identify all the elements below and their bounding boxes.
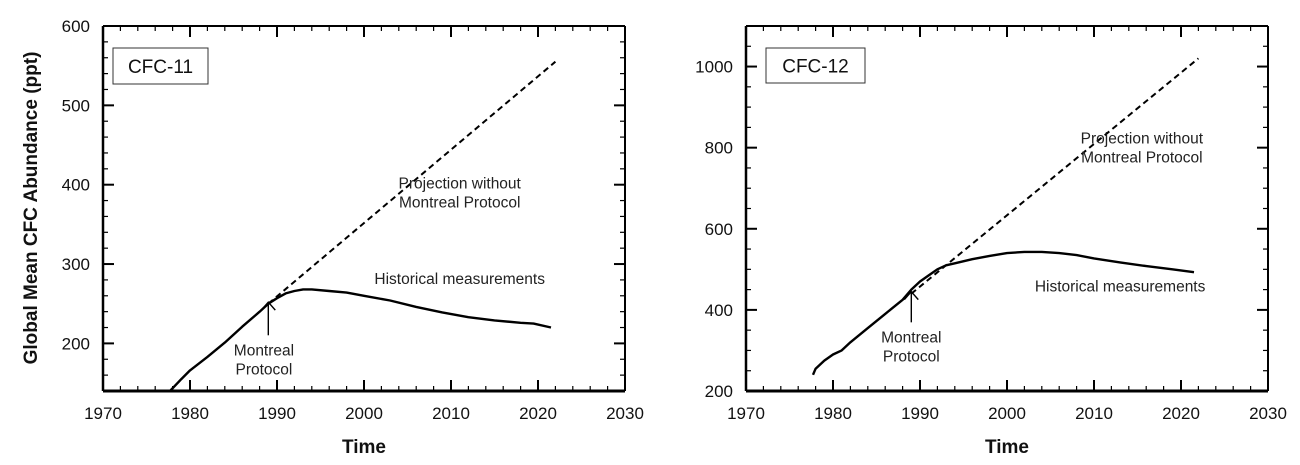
cfc-12-panel: 1970 1980 1990 2000 2010 2020 2030 200 400 600 800…	[695, 25, 1287, 458]
y-tick-label: 400	[62, 176, 90, 195]
annotation-label: Montreal Protocol	[234, 342, 294, 378]
annotation-line: Protocol	[236, 361, 293, 378]
annotation-line: Projection without	[1081, 131, 1204, 148]
historical-line	[169, 288, 552, 391]
x-tick-label: 1990	[901, 404, 939, 423]
annotation-line: Montreal	[881, 329, 941, 346]
annotation-line: Historical measurements	[1035, 279, 1206, 296]
historical-line	[811, 250, 1195, 376]
panel-label-box	[765, 47, 866, 84]
cfc-11-panel: 1970 1980 1990 2000 2010 2020 2030 200 300 400 500…	[62, 17, 644, 458]
annotation-label: Projection without Montreal Protocol	[1081, 131, 1204, 167]
x-axis-title: Time	[985, 437, 1029, 458]
y-tick-label: 500	[62, 96, 90, 115]
y-axis-title: Global Mean CFC Abundance (ppt)	[21, 52, 42, 365]
x-tick-label: 1970	[84, 404, 122, 423]
y-tick-label: 600	[705, 220, 733, 239]
projection-line	[267, 60, 557, 305]
annotation-line: Historical measurements	[374, 271, 545, 288]
projection-line	[910, 57, 1200, 295]
x-tick-label: 1980	[171, 404, 209, 423]
y-tick-label: 1000	[695, 58, 733, 77]
x-tick-label: 2000	[345, 404, 383, 423]
panel-label: CFC-11	[128, 57, 193, 78]
arrow-head-icon	[260, 301, 276, 311]
annotation-line: Montreal	[234, 342, 294, 359]
annotation-line: Montreal Protocol	[1081, 150, 1202, 167]
x-tick-label: 2010	[1075, 404, 1113, 423]
x-tick-label: 2030	[1249, 404, 1287, 423]
x-tick-label: 2010	[432, 404, 470, 423]
x-tick-label: 2000	[988, 404, 1026, 423]
annotation-label: Historical measurements	[1035, 279, 1206, 296]
x-tick-label: 2020	[519, 404, 557, 423]
annotation-line: Projection without	[399, 176, 522, 193]
y-tick-label: 800	[705, 139, 733, 158]
y-tick-label: 300	[62, 255, 90, 274]
panel-label-box	[112, 47, 209, 85]
arrow-head-icon	[903, 290, 919, 301]
y-tick-label: 400	[705, 301, 733, 320]
x-axis-title: Time	[342, 437, 386, 458]
y-tick-label: 200	[62, 334, 90, 353]
x-tick-label: 2030	[606, 404, 644, 423]
y-tick-label: 200	[705, 382, 733, 401]
annotation-label: Montreal Protocol	[881, 329, 941, 365]
annotation-line: Montreal Protocol	[399, 195, 520, 212]
annotation-label: Historical measurements	[374, 271, 545, 288]
annotation-label: Projection without Montreal Protocol	[399, 176, 522, 212]
panel-label: CFC-12	[782, 57, 849, 78]
x-tick-label: 2020	[1162, 404, 1200, 423]
x-tick-label: 1980	[814, 404, 852, 423]
y-tick-label: 600	[62, 17, 90, 36]
annotation-line: Protocol	[883, 348, 940, 365]
x-tick-label: 1990	[258, 404, 296, 423]
x-tick-label: 1970	[727, 404, 765, 423]
